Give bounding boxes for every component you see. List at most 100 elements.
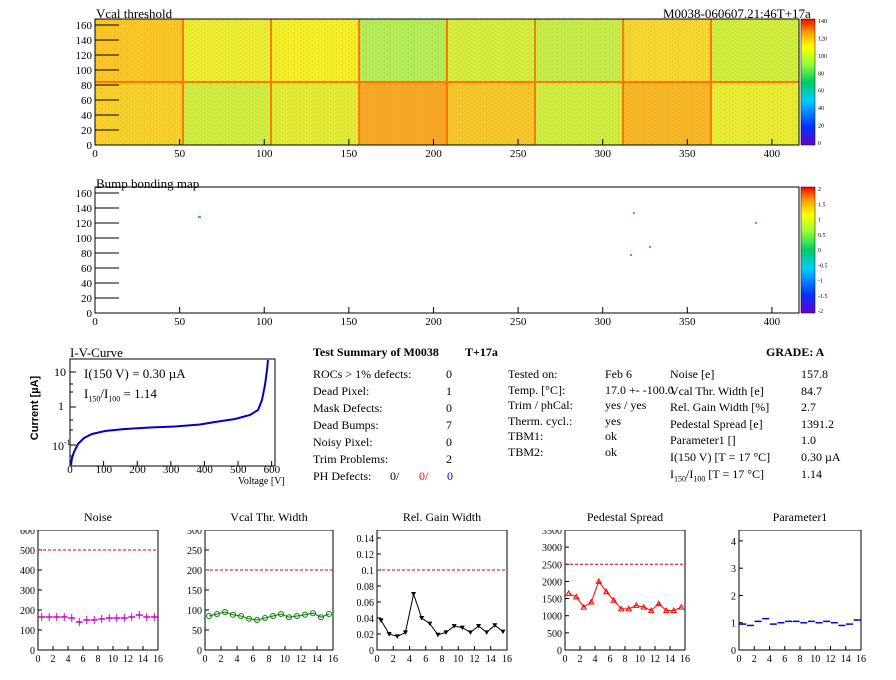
bump-scale-label: -1 bbox=[818, 279, 823, 285]
roc-plot-xtick: 12 bbox=[826, 654, 836, 665]
summary-mid-label: Temp. [°C]: bbox=[508, 382, 566, 397]
map1-xtick-label: 100 bbox=[256, 316, 273, 328]
summary-right-value: 0.30 µA bbox=[801, 449, 841, 464]
roc-plot-point bbox=[640, 603, 648, 610]
summary-mid-value: ok bbox=[605, 444, 617, 459]
roc-plot-point bbox=[602, 588, 610, 595]
roc-plot-point bbox=[222, 609, 228, 615]
roc-plot-xtick: 6 bbox=[251, 654, 256, 665]
roc-plot-xtick: 0 bbox=[203, 654, 208, 665]
roc-plot-point bbox=[451, 624, 457, 629]
map1-ytick-label: 20 bbox=[81, 293, 93, 305]
summary-mid-value: yes / yes bbox=[605, 398, 647, 412]
roc-plot-xtick: 2 bbox=[391, 654, 396, 665]
summary-right-label: Rel. Gain Width [%] bbox=[670, 400, 770, 414]
map1-xtick-label: 400 bbox=[764, 316, 781, 328]
vcal-scale-label: 120 bbox=[818, 36, 827, 42]
roc-plot-ytick: 100 bbox=[20, 626, 35, 637]
map0-ytick-label: 80 bbox=[81, 80, 93, 92]
roc-plot-xtick: 8 bbox=[440, 654, 445, 665]
summary-right-label: Parameter1 [] bbox=[670, 433, 736, 447]
map1-ytick-label: 140 bbox=[76, 203, 93, 215]
map1-ytick-label: 0 bbox=[87, 308, 93, 320]
map0-ytick-label: 140 bbox=[76, 35, 93, 47]
summary-mid-label: Trim / phCal: bbox=[508, 398, 573, 412]
roc-plot-point bbox=[419, 616, 425, 621]
summary-right-label: I(150 V) [T = 17 °C] bbox=[670, 449, 771, 464]
roc-plot-ytick: 0.04 bbox=[357, 614, 375, 625]
map0-ytick-label: 160 bbox=[76, 20, 93, 32]
summary-right-label: Pedestal Spread [e] bbox=[670, 416, 763, 431]
roc-plot-series-line bbox=[568, 580, 682, 612]
roc-plot-point bbox=[500, 629, 506, 635]
roc-plot-ytick: 2000 bbox=[542, 577, 562, 588]
map0-xtick-label: 150 bbox=[341, 148, 358, 160]
roc-plot-xtick: 16 bbox=[502, 654, 512, 665]
roc-plot-ytick: 1500 bbox=[542, 595, 562, 606]
bump-map-title: Bump bonding map bbox=[96, 176, 200, 191]
roc-plot-point bbox=[310, 610, 316, 617]
map1-xtick-label: 150 bbox=[341, 316, 358, 328]
roc-plot-xtick: 4 bbox=[407, 654, 412, 665]
roc-plot-point bbox=[625, 605, 633, 612]
roc-plot-xtick: 16 bbox=[856, 654, 866, 665]
roc-plot-title: Noise bbox=[84, 510, 112, 524]
summary-ratio-label: I150/I100 [T = 17 °C] bbox=[670, 467, 765, 484]
iv-xtick-label: 600 bbox=[263, 464, 281, 476]
roc-plot-point bbox=[670, 607, 678, 614]
roc-plot-point bbox=[246, 615, 252, 622]
map0-xtick-label: 400 bbox=[764, 148, 781, 160]
roc-plot-ytick: 500 bbox=[20, 546, 35, 557]
roc-plot-ytick: 0.1 bbox=[362, 566, 375, 577]
map0-ytick-label: 120 bbox=[76, 50, 93, 62]
roc-plot-ytick: 0 bbox=[369, 646, 374, 657]
map1-ytick-label: 160 bbox=[76, 188, 93, 200]
roc-plot-point bbox=[565, 589, 573, 596]
vcal-scale-label: 20 bbox=[818, 124, 824, 130]
summary-ratio-value: 1.14 bbox=[801, 467, 822, 481]
roc-plot-xtick: 12 bbox=[296, 654, 306, 665]
map1-xtick-label: 300 bbox=[594, 316, 611, 328]
summary-left-label: Mask Defects: bbox=[313, 401, 383, 415]
map0-ytick-label: 40 bbox=[81, 110, 93, 122]
summary-mid-label: Therm. cycl.: bbox=[508, 413, 573, 428]
roc-plot-point bbox=[427, 621, 433, 627]
summary-left-value: 0 bbox=[446, 367, 452, 381]
iv-xtick-label: 200 bbox=[129, 464, 146, 476]
roc-plot-point bbox=[302, 611, 308, 618]
map0-xtick-label: 250 bbox=[510, 148, 527, 160]
summary-right-value: 1.0 bbox=[801, 433, 816, 447]
roc-plot-point bbox=[378, 618, 384, 623]
bump-scale-label: -0.5 bbox=[818, 263, 828, 269]
roc-plot-ytick: 3 bbox=[731, 564, 736, 575]
roc-plot-xtick: 16 bbox=[680, 654, 690, 665]
iv-curve-line bbox=[70, 359, 269, 466]
iv-ylabel: Current [µA] bbox=[29, 375, 41, 441]
roc-plot-point bbox=[595, 577, 603, 584]
roc-plot-point bbox=[617, 605, 625, 612]
summary-left-value: 0 bbox=[446, 401, 452, 415]
summary-mid-value: Feb 6 bbox=[605, 367, 632, 381]
roc-plot-ytick: 1000 bbox=[542, 612, 562, 623]
roc-plot-point bbox=[587, 598, 595, 605]
iv-xtick-label: 300 bbox=[162, 464, 180, 476]
roc-plot-xtick: 4 bbox=[767, 654, 772, 665]
roc-plot-xtick: 8 bbox=[623, 654, 628, 665]
roc-plot-point bbox=[572, 593, 580, 600]
roc-plot-ytick: 500 bbox=[547, 629, 562, 640]
iv-title: I-V-Curve bbox=[70, 345, 123, 360]
roc-plot-xtick: 8 bbox=[798, 654, 803, 665]
summary-left-label: Dead Pixel: bbox=[313, 384, 370, 398]
iv-xtick-label: 0 bbox=[67, 464, 73, 476]
summary-left-value: 2 bbox=[446, 452, 452, 466]
roc-plot-point bbox=[476, 624, 482, 629]
vcal-scale-label: 0 bbox=[818, 141, 821, 147]
map1-xtick-label: 250 bbox=[510, 316, 527, 328]
map0-ytick-label: 20 bbox=[81, 125, 93, 137]
roc-plot-xtick: 10 bbox=[635, 654, 645, 665]
roc-plot-ytick: 0 bbox=[197, 646, 202, 657]
bump-scale-label: -1.5 bbox=[818, 294, 828, 300]
